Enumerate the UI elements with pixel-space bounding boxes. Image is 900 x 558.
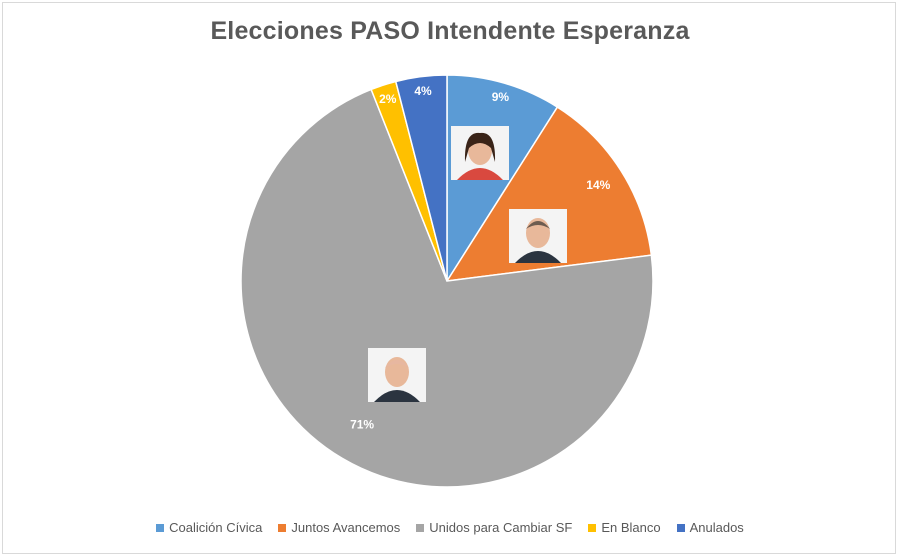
legend-item-3: En Blanco [588,520,661,535]
pie-slice-4 [394,74,448,282]
pie-slice-2 [240,88,654,488]
legend-swatch-3 [588,523,597,532]
legend-item-4: Anulados [676,520,744,535]
legend: Coalición Cívica Juntos Avancemos Unidos p… [0,520,900,535]
slice-labels: 9% 14% 71% 2% 4% [350,84,611,432]
slice-label-4: 4% [414,84,432,98]
legend-item-0: Coalición Cívica [156,520,262,535]
slice-label-2: 71% [350,418,374,432]
pie-slices [240,74,654,488]
man-portrait-1 [509,209,567,263]
legend-item-2: Unidos para Cambiar SF [416,520,572,535]
legend-swatch-2 [416,523,425,532]
legend-label-4: Anulados [689,520,744,535]
legend-label-2: Unidos para Cambiar SF [429,520,573,535]
slice-label-0: 9% [492,90,510,104]
man-portrait-2 [368,348,426,402]
legend-label-3: En Blanco [601,520,661,535]
legend-swatch-1 [278,523,287,532]
legend-label-0: Coalición Cívica [169,520,263,535]
woman-portrait-0 [451,126,509,180]
legend-item-1: Juntos Avancemos [278,520,400,535]
chart-title: Elecciones PASO Intendente Esperanza [210,17,690,45]
legend-swatch-0 [156,523,165,532]
legend-label-1: Juntos Avancemos [291,520,401,535]
candidate-portraits [368,126,567,402]
legend-swatch-4 [676,523,685,532]
slice-label-3: 2% [379,92,397,106]
pie-slice-1 [445,106,653,282]
slice-label-1: 14% [586,178,610,192]
